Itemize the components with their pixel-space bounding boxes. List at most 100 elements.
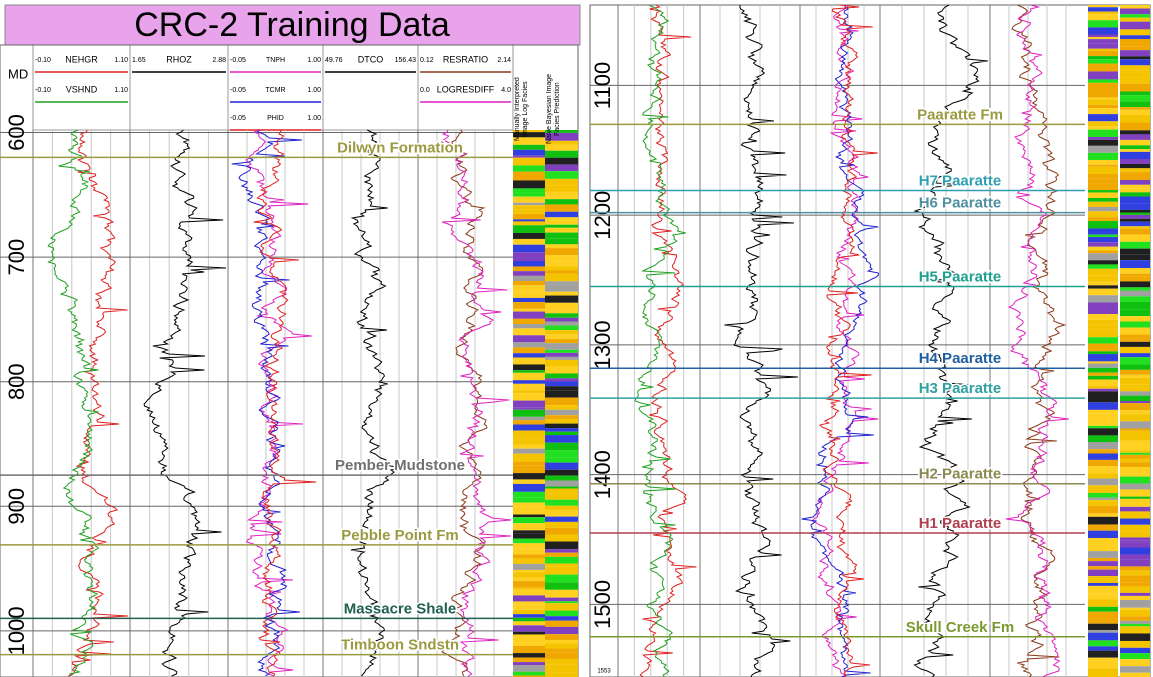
facies-band [545,310,578,314]
facies-band [1120,586,1150,593]
facies-band [513,483,545,492]
facies-band [513,491,545,498]
facies-band [513,271,545,276]
log-curve [47,129,100,677]
facies-band [1088,442,1118,450]
facies-band [1088,557,1118,562]
formation-label: H7 Paaratte [919,172,1002,189]
facies-band [545,620,578,627]
facies-band [1088,363,1118,368]
facies-band [545,171,578,179]
facies-band [1120,672,1150,677]
facies-band [545,378,578,382]
facies-band [545,597,578,602]
facies-band [545,144,578,151]
facies-band [545,486,578,489]
facies-band [545,469,578,476]
depth-tick-label: 1200 [590,191,615,240]
facies-band [1120,483,1150,490]
facies-band [513,430,545,439]
facies-band [513,202,545,206]
facies-band [545,648,578,653]
facies-band [513,213,545,220]
facies-band [1120,228,1150,235]
facies-band [1120,391,1150,396]
facies-band [545,658,578,665]
curve-name: RESRATIO [443,54,488,64]
facies-band [1088,650,1118,658]
curve-name: LOGRESDIFF [437,84,495,94]
facies-band [1120,221,1150,227]
facies-band [513,257,545,262]
facies-band [513,225,545,233]
facies-band [1088,473,1118,479]
facies-band [1088,275,1118,282]
facies-band [545,157,578,165]
facies-band [1120,209,1150,213]
log-curve [231,129,302,677]
facies-band [1120,445,1150,451]
facies-band [513,645,545,654]
facies-band [1088,449,1118,454]
facies-band [1088,585,1118,593]
facies-band [513,523,545,531]
facies-band [513,266,545,272]
facies-band [513,280,545,286]
facies-band [513,335,545,343]
facies-band [1088,36,1118,40]
facies-band [1120,626,1150,634]
facies-band [545,610,578,617]
facies-band [545,381,578,387]
facies-band [1120,184,1150,189]
facies-band [1120,476,1150,484]
facies-band [545,664,578,673]
facies-band [513,438,545,445]
facies-band [513,675,545,677]
facies-band [545,295,578,303]
facies-band [1088,485,1118,493]
facies-band [1088,418,1118,426]
facies-band [1088,459,1118,467]
facies-band [1120,38,1150,47]
depth-tick-label: 1100 [590,62,615,109]
facies-band [1120,592,1150,596]
facies-band [513,589,545,596]
facies-band [513,530,545,534]
facies-band [1088,375,1118,380]
facies-band [1120,17,1150,22]
depth-tick-label: 700 [4,239,29,276]
facies-band [545,270,578,274]
facies-band [1120,29,1150,36]
facies-band [1120,623,1150,627]
facies-band [545,140,578,145]
scale-min: -0.10 [35,87,51,94]
facies-band [1088,367,1118,373]
facies-band [513,232,545,239]
facies-band [513,165,545,172]
facies-band [1120,77,1150,84]
facies-band [513,409,545,417]
facies-band [1120,130,1150,135]
facies-band [1088,27,1118,35]
facies-band [545,616,578,621]
facies-band [545,232,578,239]
facies-band [1120,159,1150,164]
facies-band [513,604,545,610]
facies-band [1120,296,1150,302]
facies-band [545,475,578,481]
facies-band [545,418,578,424]
facies-band [1120,14,1150,18]
log-curve [350,129,403,677]
curve-name: PHID [267,115,284,122]
facies-band [1120,226,1150,229]
facies-band [1088,657,1118,661]
facies-band [1120,633,1150,641]
facies-band [1120,65,1150,70]
facies-band [1120,212,1150,215]
facies-band [1120,149,1150,152]
facies-band [1088,314,1118,320]
facies-band [1088,234,1118,238]
facies-band [1120,566,1150,571]
facies-band [1088,505,1118,514]
facies-band [1088,43,1118,49]
